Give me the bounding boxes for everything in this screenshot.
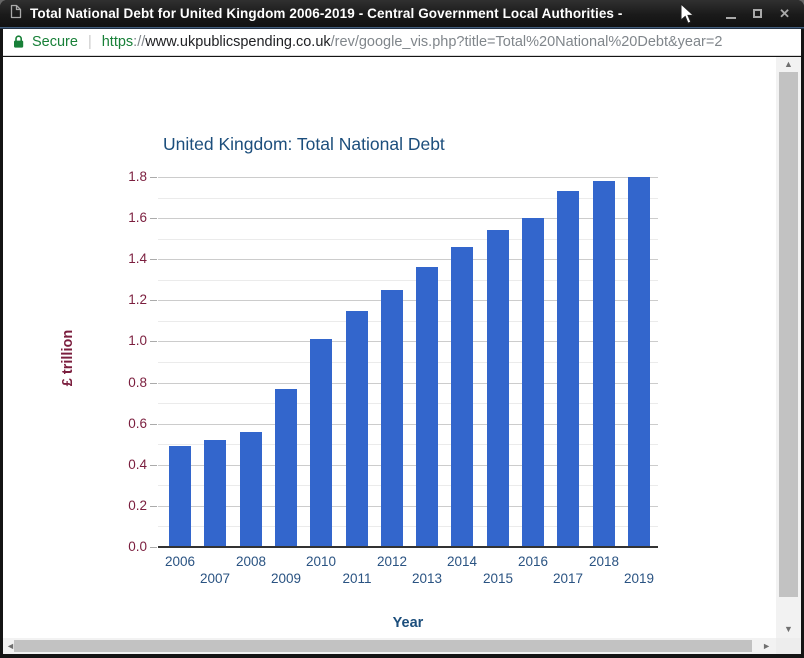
chart-bar-2006[interactable] [169, 446, 191, 547]
x-axis-tick-label: 2012 [376, 554, 408, 569]
x-axis-tick-label: 2010 [305, 554, 337, 569]
scroll-right-icon[interactable]: ► [762, 641, 771, 651]
x-axis-tick-label: 2017 [552, 571, 584, 586]
minor-gridline [158, 444, 658, 445]
chart-bar-2014[interactable] [451, 247, 473, 547]
minor-gridline [158, 526, 658, 527]
lock-icon [12, 34, 25, 53]
window-title: Total National Debt for United Kingdom 2… [30, 6, 623, 21]
chart-bar-2007[interactable] [204, 440, 226, 547]
x-axis-tick-label: 2013 [411, 571, 443, 586]
y-axis-tick-label: 1.2 [128, 292, 147, 307]
y-tick-mark [150, 424, 157, 425]
titlebar-accent-line [0, 27, 804, 29]
y-tick-mark [150, 506, 157, 507]
chart-bar-2016[interactable] [522, 218, 544, 547]
y-tick-mark [150, 465, 157, 466]
x-axis-tick-label: 2016 [517, 554, 549, 569]
url-field[interactable]: https://www.ukpublicspending.co.uk/rev/g… [102, 34, 792, 50]
major-gridline [158, 465, 658, 466]
minimize-icon[interactable] [726, 16, 737, 19]
y-axis-tick-label: 0.4 [128, 457, 147, 472]
y-tick-mark [150, 547, 157, 548]
scroll-down-icon[interactable]: ▼ [784, 624, 793, 634]
chart-bar-2017[interactable] [557, 191, 579, 547]
chart-bar-2018[interactable] [593, 181, 615, 547]
y-axis-tick-label: 1.6 [128, 210, 147, 225]
scrollbar-corner [776, 638, 801, 654]
x-axis-tick-label: 2011 [342, 571, 372, 586]
scroll-up-icon[interactable]: ▲ [784, 59, 793, 69]
scroll-left-icon[interactable]: ◄ [6, 641, 15, 651]
x-axis-tick-label: 2014 [446, 554, 478, 569]
major-gridline [158, 218, 658, 219]
chart-bar-2010[interactable] [310, 339, 332, 547]
chart-bar-2012[interactable] [381, 290, 403, 547]
y-axis-tick-label: 0.2 [128, 498, 147, 513]
vertical-scrollbar-thumb[interactable] [779, 72, 798, 597]
horizontal-scrollbar-thumb[interactable] [14, 640, 752, 652]
minor-gridline [158, 280, 658, 281]
major-gridline [158, 506, 658, 507]
x-axis-title: Year [392, 615, 424, 631]
chart-bar-2009[interactable] [275, 389, 297, 547]
url-scheme-separator: :// [133, 34, 146, 50]
major-gridline [158, 341, 658, 342]
y-axis-title: £ trillion [60, 329, 76, 387]
x-axis-tick-label: 2015 [482, 571, 514, 586]
chart-bar-2013[interactable] [416, 267, 438, 547]
chart-bar-2011[interactable] [346, 311, 368, 547]
y-tick-mark [150, 383, 157, 384]
x-axis-tick-label: 2006 [164, 554, 196, 569]
y-tick-mark [150, 259, 157, 260]
minor-gridline [158, 198, 658, 199]
y-axis-tick-label: 1.8 [128, 169, 147, 184]
y-tick-mark [150, 341, 157, 342]
major-gridline [158, 424, 658, 425]
y-tick-mark [150, 300, 157, 301]
close-icon[interactable]: ✕ [779, 6, 790, 21]
vertical-scrollbar[interactable]: ▲ ▼ [776, 57, 801, 638]
address-bar[interactable]: Secure | https://www.ukpublicspending.co… [3, 29, 801, 56]
x-axis-tick-label: 2008 [235, 554, 267, 569]
minor-gridline [158, 403, 658, 404]
chart-bar-2008[interactable] [240, 432, 262, 547]
major-gridline [158, 259, 658, 260]
y-axis-tick-label: 0.0 [128, 539, 147, 554]
major-gridline [158, 383, 658, 384]
y-tick-mark [150, 218, 157, 219]
x-axis-tick-label: 2007 [199, 571, 231, 586]
minor-gridline [158, 362, 658, 363]
x-axis-tick-label: 2009 [270, 571, 302, 586]
mouse-cursor [680, 2, 696, 30]
y-axis-tick-label: 0.8 [128, 375, 147, 390]
y-axis-tick-label: 0.6 [128, 416, 147, 431]
url-domain: www.ukpublicspending.co.uk [145, 34, 331, 50]
minor-gridline [158, 485, 658, 486]
maximize-icon[interactable] [753, 9, 763, 18]
minor-gridline [158, 239, 658, 240]
major-gridline [158, 300, 658, 301]
y-tick-mark [150, 177, 157, 178]
chart-bar-2019[interactable] [628, 177, 650, 547]
page-content: United Kingdom: Total National Debt £ tr… [3, 57, 776, 638]
document-icon [10, 4, 22, 24]
url-scheme: https [101, 34, 134, 50]
horizontal-scrollbar[interactable]: ◄ ► [3, 638, 801, 654]
title-bar[interactable]: Total National Debt for United Kingdom 2… [0, 0, 804, 27]
minor-gridline [158, 321, 658, 322]
y-axis-tick-label: 1.4 [128, 251, 147, 266]
x-axis-tick-label: 2018 [588, 554, 620, 569]
address-separator: | [87, 34, 92, 50]
major-gridline [158, 177, 658, 178]
chart-bar-2015[interactable] [487, 230, 509, 547]
secure-badge: Secure [32, 34, 78, 50]
window-controls: ✕ [726, 7, 790, 20]
y-axis-tick-label: 1.0 [128, 333, 147, 348]
url-path: /rev/google_vis.php?title=Total%20Nation… [330, 34, 723, 50]
chart-title: United Kingdom: Total National Debt [163, 134, 445, 154]
x-axis-baseline [158, 546, 658, 548]
x-axis-tick-label: 2019 [623, 571, 655, 586]
